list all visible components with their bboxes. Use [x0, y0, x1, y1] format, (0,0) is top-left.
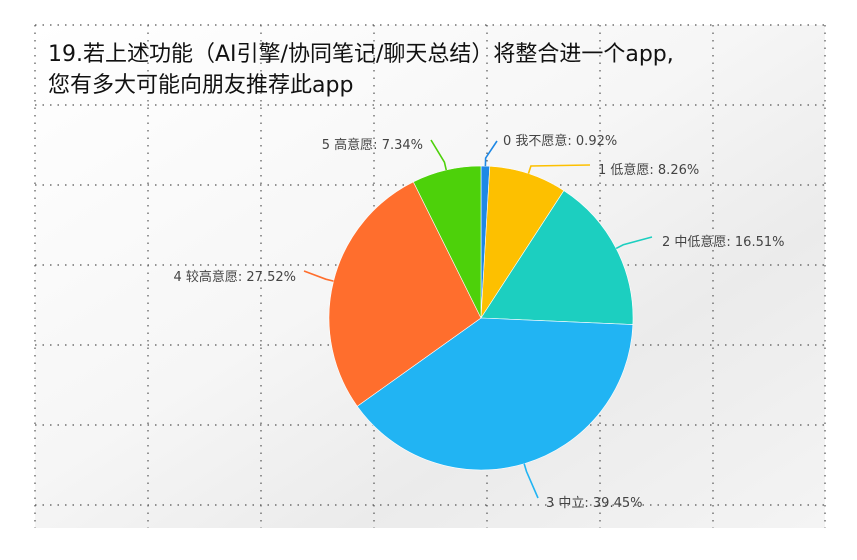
slice-label-1: 1 低意愿: 8.26% — [598, 162, 699, 178]
slice-label-4: 4 较高意愿: 27.52% — [174, 269, 297, 285]
slice-label-3: 3 中立: 39.45% — [546, 496, 643, 511]
leader-lines — [303, 139, 653, 499]
pie-slices — [328, 165, 634, 471]
slice-label-5: 5 高意愿: 7.34% — [322, 137, 423, 153]
pie-slice-5 — [412, 165, 482, 319]
chart-title-line-2: 您有多大可能向朋友推荐此app — [48, 73, 354, 98]
slice-labels: 0 我不愿意: 0.92% 1 低意愿: 8.26% 2 中低意愿: 16.51% 3… — [174, 133, 785, 511]
leader-line-2 — [615, 236, 653, 250]
leader-line-5 — [430, 139, 448, 171]
leader-line-4 — [303, 270, 334, 282]
pie-slice-3 — [356, 317, 634, 471]
slice-label-0: 0 我不愿意: 0.92% — [503, 133, 617, 149]
leader-line-3 — [523, 463, 539, 499]
slice-label-2: 2 中低意愿: 16.51% — [662, 234, 785, 250]
chart-title-line-1: 19.若上述功能（AI引擎/协同笔记/聊天总结）将整合进一个app, — [48, 42, 674, 67]
dotted-grid — [34, 24, 826, 528]
leader-line-1 — [527, 164, 591, 174]
leader-line-0 — [484, 140, 498, 167]
